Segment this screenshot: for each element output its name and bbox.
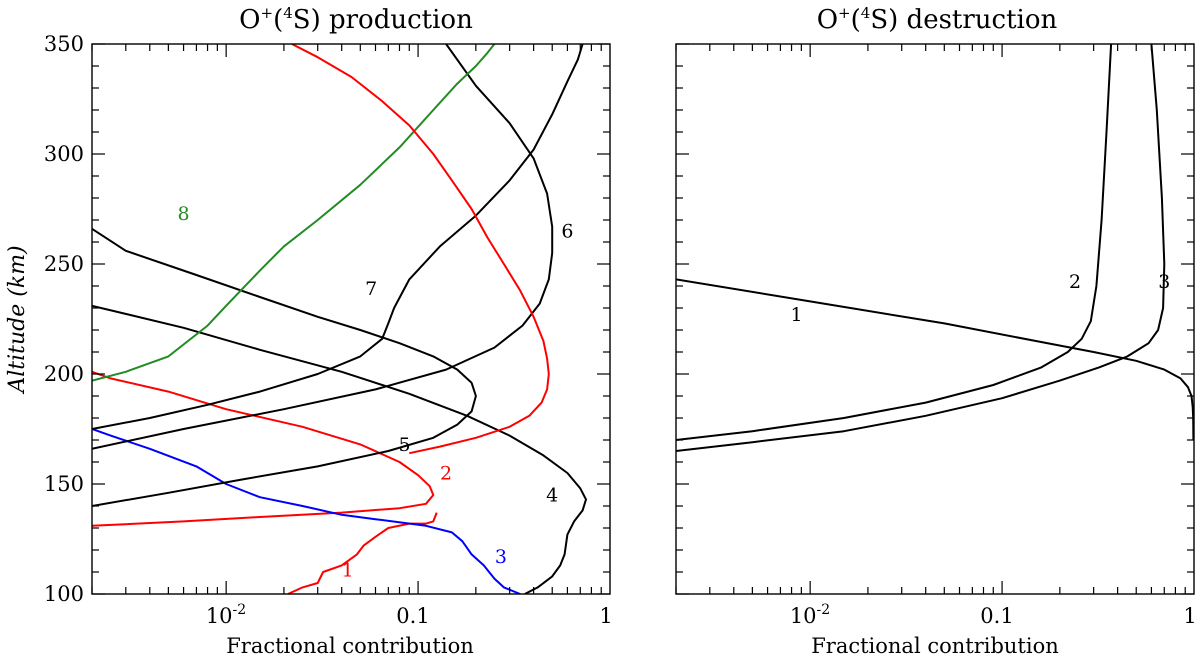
series-line-2 bbox=[676, 44, 1113, 441]
series-line-1 bbox=[287, 512, 438, 594]
series-line-3 bbox=[676, 44, 1166, 452]
x-tick-label: 0.1 bbox=[396, 604, 429, 628]
series-line-8 bbox=[92, 44, 496, 382]
y-tick-label: 250 bbox=[44, 252, 84, 276]
series-label: 7 bbox=[365, 278, 377, 300]
panel-title: O+(4S) production bbox=[239, 4, 473, 35]
series-label: 4 bbox=[546, 485, 558, 507]
x-axis-label: Fractional contribution bbox=[811, 634, 1059, 658]
x-axis-label: Fractional contribution bbox=[226, 634, 474, 658]
x-tick-label: 10-2 bbox=[790, 602, 830, 628]
series-line-5 bbox=[92, 227, 477, 507]
panel-title: O+(4S) destruction bbox=[817, 4, 1058, 35]
series-label: 6 bbox=[561, 221, 573, 243]
x-tick-label: 1 bbox=[599, 604, 612, 628]
panel-destruction: O+(4S) destruction 1 2 3 10-2 0.1 1 Fracti… bbox=[675, 4, 1197, 658]
x-tick-label: 1 bbox=[1183, 604, 1196, 628]
series-label: 1 bbox=[342, 559, 354, 581]
series-label: 2 bbox=[440, 463, 452, 485]
series-line-7 bbox=[92, 44, 584, 430]
series-line-extra bbox=[291, 44, 550, 455]
series-line-6 bbox=[92, 44, 554, 450]
x-tick-label: 0.1 bbox=[980, 604, 1013, 628]
series-label: 3 bbox=[495, 546, 507, 568]
series-label: 3 bbox=[1158, 271, 1170, 293]
panel-production: O+(4S) production 1 2 3 4 5 6 7 8 100 150 200 2… bbox=[5, 4, 613, 658]
series-label: 5 bbox=[398, 434, 410, 456]
series-line-4 bbox=[92, 304, 587, 594]
series-line-1 bbox=[676, 278, 1194, 441]
series-label: 8 bbox=[178, 203, 190, 225]
y-tick-label: 350 bbox=[44, 32, 84, 56]
plot-area: 1 2 3 10-2 0.1 1 bbox=[675, 43, 1197, 628]
axes-frame bbox=[91, 43, 611, 595]
series-label: 2 bbox=[1069, 271, 1081, 293]
y-tick-label: 200 bbox=[44, 362, 84, 386]
y-tick-label: 150 bbox=[44, 472, 84, 496]
y-tick-label: 100 bbox=[44, 582, 84, 606]
x-tick-label: 10-2 bbox=[206, 602, 246, 628]
series-line-3 bbox=[92, 428, 521, 594]
y-axis-label: Altitude (km) bbox=[5, 245, 30, 394]
series-label: 1 bbox=[791, 304, 803, 326]
axes-frame bbox=[675, 43, 1195, 595]
plot-area: 1 2 3 4 5 6 7 8 100 150 200 250 300 350 10-2 0.… bbox=[44, 32, 613, 628]
y-tick-label: 300 bbox=[44, 142, 84, 166]
series-line-2 bbox=[92, 370, 435, 527]
